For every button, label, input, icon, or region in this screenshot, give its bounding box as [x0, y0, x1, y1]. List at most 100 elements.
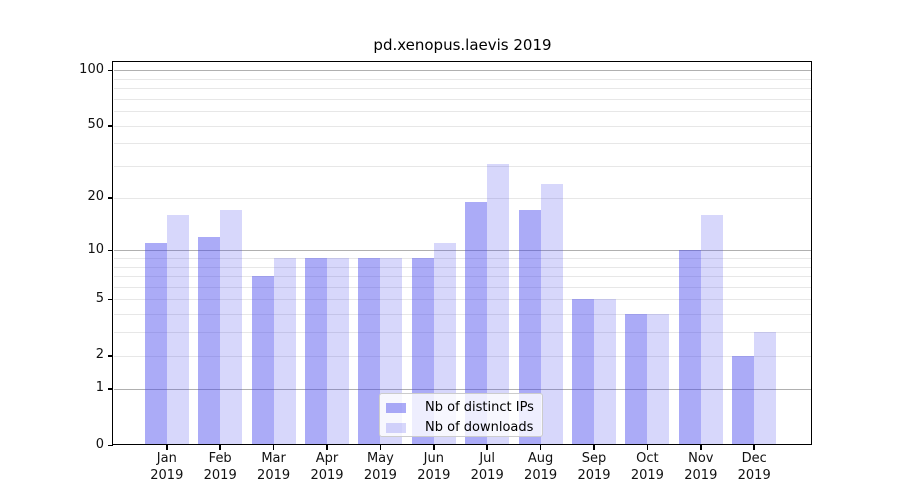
y-tick-5: [108, 298, 113, 301]
x-label-month: Aug: [527, 451, 554, 466]
gridline-major-10: [114, 250, 811, 252]
legend-label: Nb of downloads: [425, 420, 534, 435]
bar-downloads-mar: [273, 258, 296, 445]
x-tick-label-jan: Jan 2019: [135, 450, 199, 484]
y-tick-label-50: 50: [87, 117, 104, 133]
x-tick-mar: [272, 445, 275, 450]
x-label-month: Dec: [741, 451, 767, 466]
x-tick-dec: [753, 445, 755, 450]
x-tick-label-feb: Feb 2019: [188, 450, 252, 484]
bar-downloads-jan: [166, 214, 189, 445]
y-tick-0: [108, 444, 113, 446]
gridline-minor-3: [114, 332, 811, 334]
x-label-month: Mar: [261, 451, 286, 466]
bar-distinct-ips-mar: [251, 276, 274, 445]
bar-distinct-ips-nov: [678, 250, 701, 445]
bar-distinct-ips-jan: [144, 243, 167, 445]
x-tick-label-dec: Dec 2019: [722, 450, 786, 484]
y-tick-label-20: 20: [87, 189, 104, 205]
y-tick-20: [108, 197, 113, 199]
y-tick-label-0: 0: [95, 436, 104, 452]
bar-downloads-apr: [327, 258, 349, 445]
gridline-minor-70: [114, 98, 811, 100]
chart-title: pd.xenopus.laevis 2019: [373, 36, 552, 54]
gridline-minor-5: [114, 299, 811, 301]
gridline-minor-90: [114, 78, 811, 80]
bar-downloads-aug: [540, 183, 563, 445]
gridline-minor-60: [114, 111, 811, 113]
x-tick-label-oct: Oct 2019: [615, 450, 679, 484]
bar-downloads-nov: [700, 214, 723, 445]
gridline-minor-40: [114, 143, 811, 145]
y-tick-label-1: 1: [95, 380, 104, 396]
bar-distinct-ips-may: [358, 258, 381, 445]
x-label-month: May: [366, 451, 394, 466]
x-label-year: 2019: [363, 468, 397, 483]
y-tick-10: [108, 249, 113, 252]
gridline-minor-7: [114, 276, 811, 278]
gridline-minor-2: [114, 355, 811, 357]
x-tick-jun: [433, 445, 435, 450]
y-tick-100: [108, 69, 113, 72]
gridline-minor-6: [114, 286, 811, 288]
x-label-year: 2019: [257, 468, 291, 483]
y-tick-2: [108, 355, 113, 357]
bar-downloads-sep: [594, 299, 616, 445]
legend-swatch: [386, 402, 406, 413]
x-tick-label-apr: Apr 2019: [295, 450, 359, 484]
x-label-month: Jun: [423, 451, 444, 466]
x-tick-oct: [646, 445, 649, 450]
gridline-major-100: [114, 70, 811, 72]
x-label-month: Jul: [479, 451, 496, 466]
x-label-year: 2019: [577, 468, 611, 483]
x-label-year: 2019: [417, 468, 451, 483]
bar-distinct-ips-dec: [732, 355, 755, 445]
x-tick-may: [379, 445, 382, 450]
bar-distinct-ips-apr: [305, 258, 327, 445]
bar-distinct-ips-jul: [465, 201, 488, 445]
bar-downloads-feb: [220, 210, 243, 445]
x-tick-sep: [593, 445, 595, 450]
x-label-year: 2019: [737, 468, 771, 483]
x-tick-apr: [326, 445, 328, 450]
y-tick-label-2: 2: [95, 347, 104, 363]
x-label-month: Feb: [208, 451, 232, 466]
gridline-minor-20: [114, 197, 811, 199]
x-tick-aug: [539, 445, 542, 450]
x-tick-nov: [700, 445, 702, 450]
x-label-year: 2019: [630, 468, 664, 483]
gridline-major-1: [114, 388, 811, 390]
y-tick-50: [108, 125, 113, 127]
bar-distinct-ips-feb: [198, 236, 221, 445]
x-tick-jan: [166, 445, 168, 450]
y-tick-label-5: 5: [95, 290, 104, 306]
legend: Nb of distinct IPs Nb of downloads: [379, 393, 543, 437]
gridline-minor-4: [114, 314, 811, 316]
legend-item-distinct-ips: Nb of distinct IPs: [386, 399, 542, 416]
x-label-month: Sep: [581, 451, 607, 466]
x-tick-label-jun: Jun 2019: [402, 450, 466, 484]
y-tick-label-100: 100: [79, 61, 104, 77]
bar-downloads-jul: [487, 163, 510, 445]
gridline-minor-9: [114, 258, 811, 259]
y-tick-label-10: 10: [87, 241, 104, 257]
x-tick-label-may: May 2019: [348, 450, 412, 484]
bar-downloads-oct: [647, 314, 670, 445]
x-label-month: Jan: [156, 451, 177, 466]
y-tick-1: [108, 388, 113, 390]
bar-downloads-dec: [754, 332, 777, 445]
legend-label: Nb of distinct IPs: [425, 400, 534, 415]
x-label-year: 2019: [150, 468, 184, 483]
gridline-minor-8: [114, 266, 811, 268]
x-label-month: Nov: [688, 451, 714, 466]
bar-distinct-ips-sep: [572, 299, 594, 445]
gridline-minor-80: [114, 88, 811, 90]
x-label-year: 2019: [310, 468, 344, 483]
x-label-year: 2019: [470, 468, 504, 483]
x-tick-label-aug: Aug 2019: [509, 450, 573, 484]
x-label-year: 2019: [684, 468, 718, 483]
x-tick-feb: [219, 445, 221, 450]
x-tick-label-sep: Sep 2019: [562, 450, 626, 484]
x-label-month: Oct: [636, 451, 659, 466]
